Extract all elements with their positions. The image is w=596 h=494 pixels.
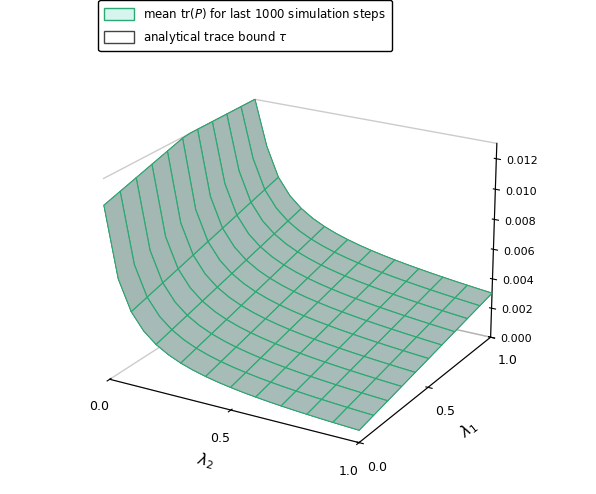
Legend: mean tr$(P)$ for last 1000 simulation steps, analytical trace bound $\tau$: mean tr$(P)$ for last 1000 simulation st… [98, 0, 392, 51]
X-axis label: $\lambda_2$: $\lambda_2$ [195, 450, 216, 472]
Y-axis label: $\lambda_1$: $\lambda_1$ [457, 416, 482, 442]
